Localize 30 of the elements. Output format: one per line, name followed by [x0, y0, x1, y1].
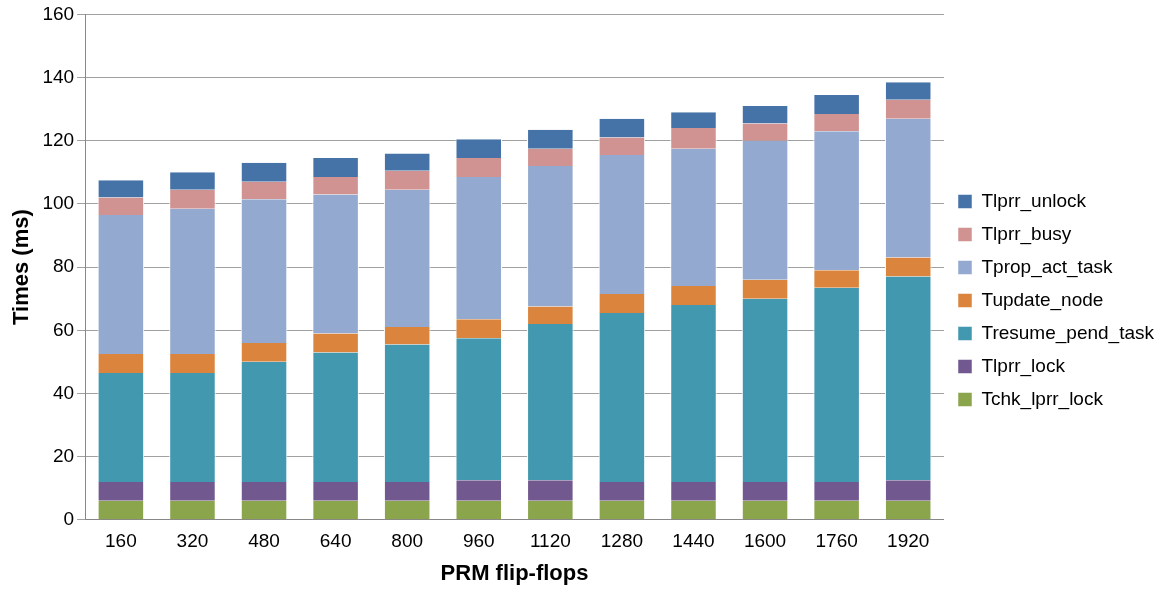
legend-label: Tlprr_lock	[981, 354, 1066, 377]
x-axis-title: PRM flip-flops	[440, 559, 589, 585]
y-tick-label: 0	[63, 508, 75, 530]
x-tick-label: 1600	[743, 530, 787, 552]
legend-label: Tprop_act_task	[981, 255, 1113, 278]
y-tick-label: 80	[52, 255, 75, 277]
x-tick-label: 160	[105, 530, 137, 552]
y-tick-label: 40	[52, 381, 75, 403]
x-tick-label: 1760	[815, 530, 858, 552]
y-tick-label: 100	[42, 192, 75, 214]
legend-label: Tchk_lprr_lock	[981, 387, 1104, 410]
legend-label: Tlprr_busy	[981, 222, 1072, 245]
x-tick-label: 320	[176, 530, 209, 552]
y-tick-label: 60	[52, 318, 75, 340]
x-tick-label: 640	[319, 530, 352, 552]
y-tick-label: 160	[42, 2, 75, 24]
x-tick-label: 1920	[887, 530, 930, 552]
y-tick-label: 140	[42, 65, 75, 87]
x-tick-label: 1440	[672, 530, 715, 552]
legend-label: Tupdate_node	[981, 288, 1104, 311]
x-tick-label: 480	[248, 530, 280, 552]
y-axis-title: Times (ms)	[8, 209, 34, 325]
legend-label: Tresume_pend_task	[981, 321, 1155, 344]
legend-label: Tlprr_unlock	[981, 189, 1087, 212]
x-tick-label: 1120	[529, 530, 571, 552]
x-tick-label: 800	[391, 530, 424, 552]
x-tick-label: 960	[462, 530, 495, 552]
y-tick-label: 20	[52, 444, 75, 466]
y-tick-label: 120	[42, 128, 75, 150]
x-tick-label: 1280	[600, 530, 644, 552]
